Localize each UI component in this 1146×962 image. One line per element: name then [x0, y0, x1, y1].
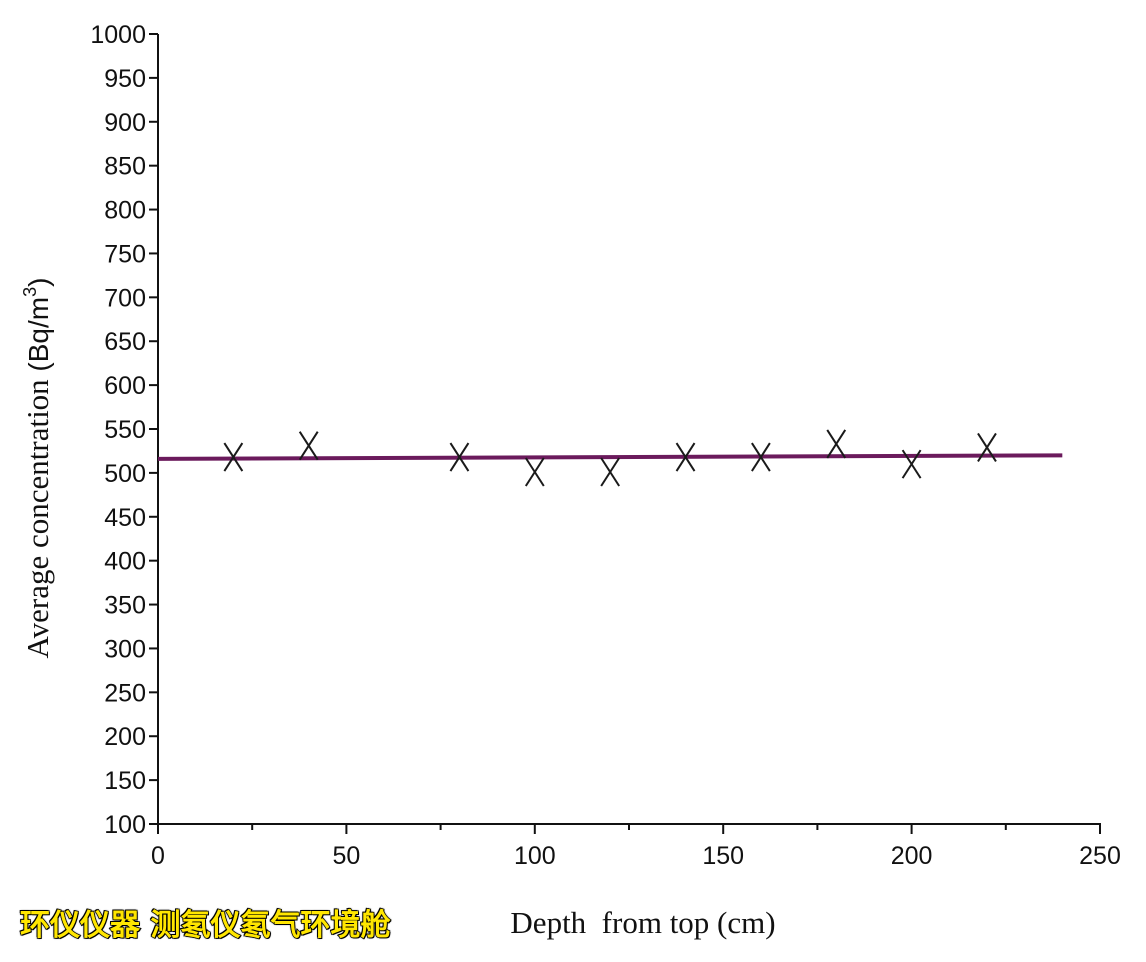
marker-stroke — [675, 442, 696, 472]
y-tick-label: 850 — [104, 153, 146, 181]
marker-stroke — [524, 457, 545, 487]
x-tick-label: 200 — [891, 842, 933, 870]
y-tick-label: 900 — [104, 109, 146, 137]
marker-stroke — [600, 457, 621, 487]
data-point-x-marker — [675, 442, 696, 472]
y-axis-title-sup: 3 — [20, 287, 40, 297]
y-tick-label: 150 — [104, 767, 146, 795]
y-tick-label: 200 — [104, 723, 146, 751]
x-tick-label: 150 — [702, 842, 744, 870]
data-point-x-marker — [977, 432, 997, 462]
y-tick-label: 650 — [104, 328, 146, 356]
marker-stroke — [449, 442, 470, 472]
y-tick-label: 800 — [104, 197, 146, 225]
y-axis-title-unit: (Bq/m — [23, 297, 54, 372]
marker-stroke — [901, 449, 922, 479]
y-tick-label: 300 — [104, 635, 146, 663]
x-tick-label: 100 — [514, 842, 556, 870]
marker-stroke — [751, 442, 771, 472]
x-tick-label: 250 — [1079, 842, 1121, 870]
data-point-x-marker — [600, 457, 621, 487]
x-axis-title: Depth from top (cm) — [510, 905, 775, 940]
data-point-x-marker — [223, 442, 244, 472]
fit-line-group — [157, 453, 1063, 461]
watermark: 环仪仪器 测氡仪氡气环境舱 — [19, 907, 391, 944]
marker-stroke — [826, 429, 847, 459]
marker-stroke — [223, 442, 244, 472]
y-tick-label: 500 — [104, 460, 146, 488]
data-point-x-marker — [901, 449, 922, 479]
data-point-x-marker — [524, 457, 545, 487]
y-tick-label: 100 — [104, 811, 146, 839]
data-point-x-marker — [751, 442, 771, 472]
data-point-x-marker — [449, 442, 470, 472]
x-tick-label: 0 — [151, 842, 165, 870]
y-tick-label: 600 — [104, 372, 146, 400]
ticks: 1001502002503003504004505005506006507007… — [90, 21, 1120, 870]
y-tick-label: 550 — [104, 416, 146, 444]
y-tick-label: 250 — [104, 679, 146, 707]
y-tick-label: 350 — [104, 592, 146, 620]
y-tick-label: 450 — [104, 504, 146, 532]
data-points — [223, 429, 997, 487]
marker-stroke — [298, 431, 319, 461]
y-axis-title: Average concentration (Bq/m3) — [20, 278, 55, 659]
y-tick-label: 750 — [104, 240, 146, 268]
x-tick-label: 50 — [332, 842, 360, 870]
y-tick-label: 950 — [104, 65, 146, 93]
data-point-x-marker — [298, 431, 319, 461]
marker-stroke — [977, 432, 997, 462]
y-axis-title-main: Average concentration — [20, 372, 55, 659]
data-point-x-marker — [826, 429, 847, 459]
axes — [157, 34, 1101, 825]
fit-line — [157, 453, 1063, 461]
y-tick-label: 700 — [104, 284, 146, 312]
y-tick-label: 1000 — [90, 21, 146, 49]
y-axis-title-close: ) — [23, 278, 54, 287]
y-tick-label: 400 — [104, 548, 146, 576]
